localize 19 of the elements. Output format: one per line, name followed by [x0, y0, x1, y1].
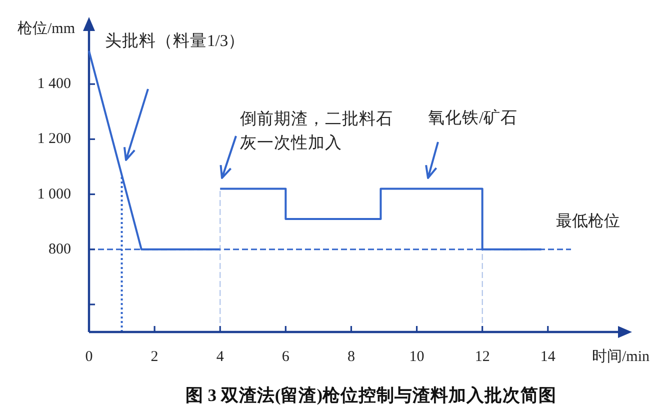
- x-tick-label: 8: [347, 349, 355, 365]
- x-tick-label: 4: [216, 349, 224, 365]
- x-tick-label: 12: [474, 349, 490, 365]
- y-tick-label: 1 400: [37, 76, 71, 92]
- text: 图 3 双渣法(留渣)枪位控制与渣料加入批次简图: [185, 385, 557, 405]
- annotation: 氧化铁/矿石: [428, 108, 518, 126]
- y-axis-title: 枪位/mm: [17, 20, 76, 37]
- x-tick-label: 14: [540, 349, 556, 365]
- x-tick-label: 10: [409, 349, 424, 365]
- annotation: 头批料（料量1/3）: [105, 30, 246, 50]
- x-tick-label: 0: [85, 349, 93, 365]
- ref-line-label: 最低枪位: [556, 212, 620, 230]
- x-tick-label: 6: [282, 349, 290, 365]
- annotation: 倒前期渣，二批料石灰一次性加入: [240, 108, 393, 152]
- y-tick-label: 1 000: [37, 186, 71, 202]
- x-tick-label: 2: [150, 349, 158, 365]
- y-tick-label: 800: [48, 241, 71, 258]
- x-axis-title: 时间/min: [592, 348, 650, 365]
- y-tick-label: 1 200: [37, 131, 71, 148]
